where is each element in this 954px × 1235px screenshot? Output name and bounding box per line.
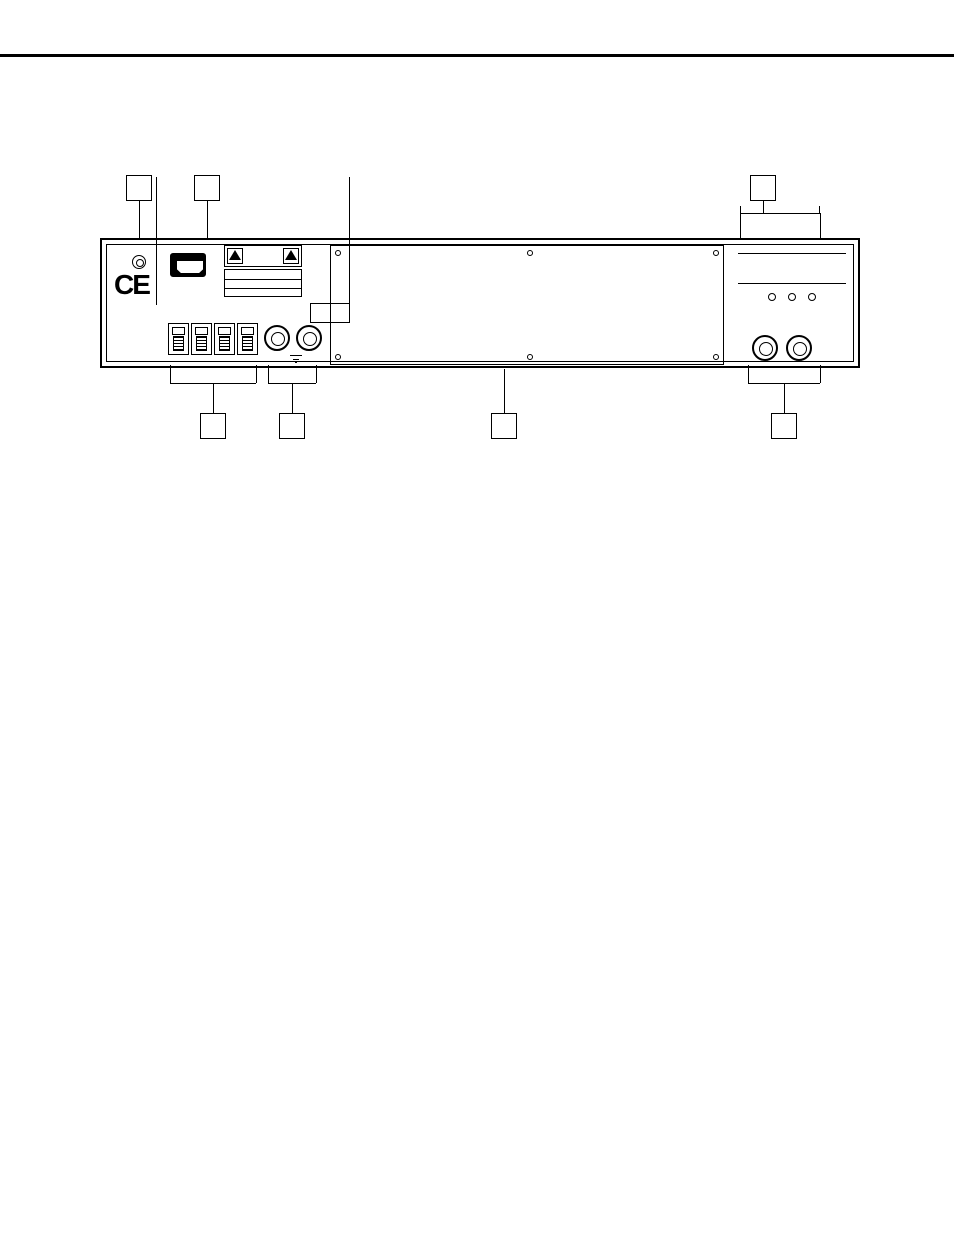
- callout-3: [200, 413, 226, 439]
- callout-4: [279, 413, 305, 439]
- callout-leader: [213, 383, 214, 413]
- screw-icon: [527, 250, 533, 256]
- aux-section: [732, 245, 852, 365]
- heatsink-fins: [343, 250, 711, 360]
- callout-1: [126, 175, 152, 201]
- speaker-terminal-strip: [168, 323, 258, 355]
- screw-icon: [713, 354, 719, 360]
- speaker-terminal: [191, 323, 212, 355]
- callout-6: [771, 413, 797, 439]
- power-amp-input-jacks: [264, 323, 322, 355]
- screw-icon: [335, 354, 341, 360]
- screw-icon: [713, 250, 719, 256]
- phone-jack-icon: [786, 335, 812, 361]
- callout-leader: [784, 383, 785, 413]
- screw-icon: [335, 250, 341, 256]
- phone-jack-icon: [296, 325, 322, 351]
- rca-jack-icon: [768, 293, 776, 301]
- callout-leader: [316, 365, 317, 383]
- callout-leader: [740, 213, 741, 239]
- callout-leader: [748, 365, 749, 383]
- callout-leader: [820, 213, 821, 239]
- aux-phone-jacks: [752, 333, 812, 361]
- page-top-rule: [0, 54, 954, 57]
- callout-leader: [268, 365, 269, 383]
- rating-plate-icon: [224, 269, 302, 297]
- callout-leader: [170, 365, 171, 383]
- callout-leader: [292, 383, 293, 413]
- speaker-terminal: [237, 323, 258, 355]
- phone-jack-icon: [264, 325, 290, 351]
- warning-label-icon: [224, 245, 302, 267]
- speaker-terminal: [214, 323, 235, 355]
- rca-jack-icon: [788, 293, 796, 301]
- callout-5: [491, 413, 517, 439]
- callout-leader: [256, 365, 257, 383]
- callout-leader: [763, 201, 764, 213]
- speaker-terminal: [168, 323, 189, 355]
- phone-jack-icon: [752, 335, 778, 361]
- rear-panel-diagram: CE: [100, 175, 860, 455]
- rca-jack-icon: [808, 293, 816, 301]
- callout-7-top: [750, 175, 776, 201]
- screw-icon: [527, 354, 533, 360]
- ground-terminal-icon: [132, 255, 146, 269]
- ground-symbol-icon: [290, 355, 302, 365]
- callout-leader: [504, 369, 505, 413]
- aux-rule: [738, 283, 846, 284]
- callout-bracket: [740, 213, 820, 214]
- callout-leader: [820, 365, 821, 383]
- aux-rule: [738, 253, 846, 254]
- ce-mark-icon: CE: [114, 269, 149, 301]
- heatsink: [330, 245, 724, 365]
